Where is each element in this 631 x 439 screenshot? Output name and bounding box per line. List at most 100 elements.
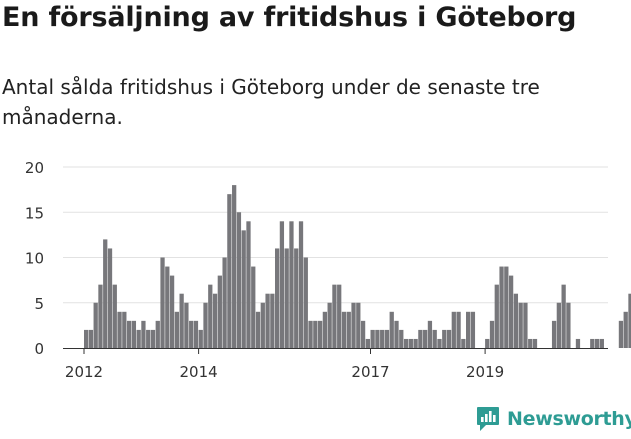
newsworthy-logo: Newsworthy [476,406,631,432]
bar [165,266,170,348]
bar [255,311,261,348]
bar [117,311,122,348]
bar [146,329,151,348]
bar [628,293,631,348]
bar [599,338,604,348]
bar [566,302,571,348]
chart-bars [84,185,631,348]
bar [103,239,108,348]
bar [470,311,476,348]
bar [203,302,208,348]
bar [141,320,146,348]
bar [337,284,342,348]
bar [275,248,280,348]
bar [399,329,404,348]
page-subtitle: Antal sålda fritidshus i Göteborg under … [2,75,540,129]
bar [384,329,390,348]
bar [594,338,600,348]
bar [508,275,514,348]
bar [313,320,318,348]
bar [523,302,528,348]
bar [155,320,160,348]
y-axis-ticks: 0 5 10 15 20 [25,159,44,358]
bar [322,311,328,348]
bar [241,230,246,348]
bar [575,338,581,348]
bar [251,266,256,348]
bar [341,311,347,348]
bar [618,320,624,348]
bar [236,212,242,348]
bar [107,248,113,348]
bar [332,284,337,348]
bar [294,248,299,348]
bar [518,302,523,348]
bar [356,302,361,348]
bar [131,320,137,348]
bar [260,302,265,348]
y-tick-label: 20 [25,159,44,177]
bar [504,266,509,348]
bar [380,329,385,348]
x-tick-label: 2012 [65,363,103,381]
bar [298,221,304,348]
bar [160,257,165,348]
bar [499,266,504,348]
bar [303,257,308,348]
bar [193,320,199,348]
bar [456,311,461,348]
bar [418,329,423,348]
bar [590,338,595,348]
bar [327,302,332,348]
bar [408,338,413,348]
bar [232,185,237,348]
bar [360,320,366,348]
bar [212,293,218,348]
bar [394,320,399,348]
bar [150,329,156,348]
bar [84,329,89,348]
bar [136,329,141,348]
bar [437,338,442,348]
bar [112,284,117,348]
bar [551,320,557,348]
bar [623,311,628,348]
bar [88,329,94,348]
x-tick-label: 2017 [351,363,389,381]
bar [184,302,189,348]
bar [466,311,471,348]
bar [93,302,98,348]
page-title: En försäljning av fritidshus i Göteborg [2,2,577,33]
brand-name: Newsworthy [507,408,631,430]
y-tick-label: 0 [34,340,44,358]
bar [561,284,566,348]
bar [485,338,490,348]
newsworthy-icon [477,407,499,431]
x-tick-label: 2014 [180,363,218,381]
bar [370,329,375,348]
bar [451,311,456,348]
y-tick-label: 15 [25,204,44,222]
y-tick-label: 5 [34,295,44,313]
bar [423,329,428,348]
bar [122,311,127,348]
bar [222,257,227,348]
bar [227,194,232,348]
bar [208,284,213,348]
bar [179,293,184,348]
bar [284,248,289,348]
bar [375,329,380,348]
x-tick-label: 2019 [466,363,504,381]
bar [174,311,179,348]
bar [427,320,433,348]
bar [365,338,370,348]
bar [346,311,351,348]
bar [413,338,418,348]
bar [442,329,447,348]
bar [217,275,222,348]
bar [98,284,103,348]
bar [265,293,270,348]
bar [189,320,194,348]
bar [494,284,499,348]
y-tick-label: 10 [25,250,44,268]
